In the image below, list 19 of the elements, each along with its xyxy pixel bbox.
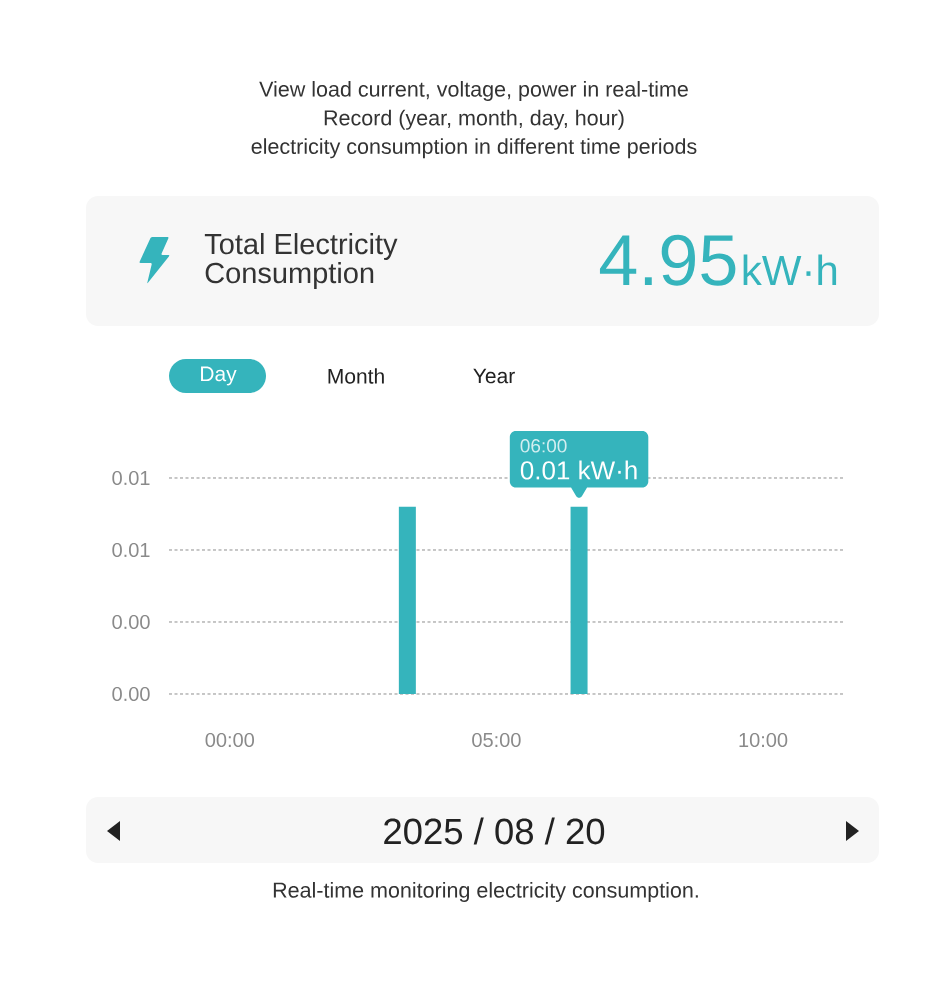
text: Real-time monitoring electricity consumption. [273, 881, 698, 903]
x-tick-label: 10:00 [739, 732, 788, 748]
text: Month [328, 368, 384, 384]
text: 2025 / 08 / 20 [384, 817, 605, 845]
chart-title: View load current, voltage, power in real-time [259, 80, 688, 102]
y-tick-label: 0.00 [112, 614, 150, 630]
text: Day [201, 366, 237, 386]
y-tick-label: 0.01 [112, 470, 150, 486]
text: 4.95 [599, 234, 736, 286]
y-tick-label: 0.00 [112, 686, 150, 702]
text: Year [473, 368, 515, 384]
y-tick-label: 0.01 [112, 542, 150, 558]
text: Total Electricity Consumption [204, 232, 398, 289]
x-tick-label: 05:00 [472, 732, 521, 748]
annotation: 06:00 [520, 439, 567, 453]
text: kW·h [743, 254, 837, 285]
annotation: 0.01 kW·h [520, 460, 637, 480]
x-tick-label: 00:00 [205, 732, 255, 748]
chart-subtitle: Record (year, month, day, hour) electricity consumption in different time periods [251, 109, 697, 159]
